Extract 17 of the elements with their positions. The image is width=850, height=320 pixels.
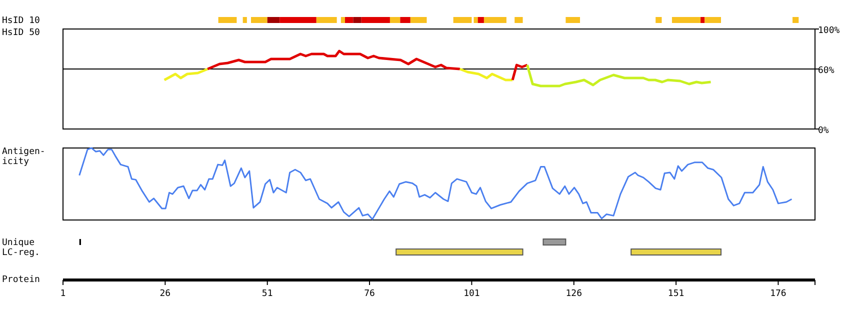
x-tick-label: 51 bbox=[262, 289, 273, 299]
x-tick-label: 76 bbox=[364, 289, 375, 299]
x-tick-label: 1 bbox=[60, 289, 66, 299]
y-tick-label: 0% bbox=[818, 126, 830, 136]
y-axis-title: HsID 50 bbox=[2, 28, 40, 38]
y-tick-label: 60% bbox=[818, 66, 835, 76]
x-tick-label: 176 bbox=[770, 289, 786, 299]
x-tick-label: 101 bbox=[464, 289, 480, 299]
y-tick-label: LC-reg. bbox=[2, 248, 40, 258]
y-tick-label: HsID 10 bbox=[2, 16, 40, 26]
x-tick-label: 26 bbox=[160, 289, 171, 299]
y-tick-label: Unique bbox=[2, 238, 35, 248]
x-axis-title: Protein bbox=[2, 275, 40, 285]
y-tick-label: 100% bbox=[818, 26, 840, 36]
y-axis-title: Antigen- icity bbox=[2, 147, 46, 167]
x-tick-label: 126 bbox=[566, 289, 582, 299]
x-tick-label: 151 bbox=[668, 289, 684, 299]
